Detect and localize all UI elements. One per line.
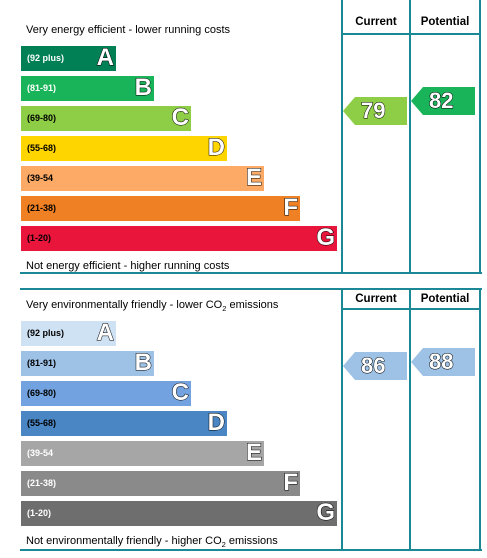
current-column-divider xyxy=(341,0,343,274)
band-range: (39-54 xyxy=(27,173,54,183)
band-f: (21-38) F xyxy=(21,194,300,222)
band-range: (1-20) xyxy=(27,508,52,518)
chart-right-border xyxy=(479,288,481,550)
environmental-impact-chart: Current Potential Very environmentally f… xyxy=(0,288,487,558)
current-rating-arrow: 86 xyxy=(343,352,407,380)
band-range: (81-91) xyxy=(27,83,57,93)
band-letter: F xyxy=(283,469,299,497)
band-letter: D xyxy=(207,409,225,437)
band-b: (81-91) B xyxy=(21,349,154,377)
current-header: Current xyxy=(355,16,397,28)
band-range: (92 plus) xyxy=(27,53,65,63)
band-letter: E xyxy=(245,439,262,467)
band-d: (55-68) D xyxy=(21,409,227,437)
band-g: (1-20) G xyxy=(21,224,337,252)
band-range: (92 plus) xyxy=(27,328,65,338)
band-e: (39-54 E xyxy=(21,164,264,192)
arrow-shape xyxy=(411,348,475,376)
potential-header: Potential xyxy=(420,293,470,305)
band-c: (69-80) C xyxy=(21,379,191,407)
energy-efficiency-chart: Current Potential Very energy efficient … xyxy=(0,0,487,276)
band-range: (1-20) xyxy=(27,233,52,243)
band-d: (55-68) D xyxy=(21,134,227,162)
band-a: (92 plus) A xyxy=(21,319,116,347)
caption-subscript: 2 xyxy=(222,304,227,314)
band-a: (92 plus) A xyxy=(21,44,116,72)
caption-subscript: 2 xyxy=(221,540,226,550)
band-range: (69-80) xyxy=(27,388,57,398)
potential-column-divider xyxy=(409,288,411,550)
current-rating-value: 79 xyxy=(360,98,386,124)
caption-main: Very environmentally friendly - lower CO xyxy=(26,299,223,311)
band-letter: B xyxy=(134,349,152,377)
header-underline xyxy=(341,33,481,35)
band-letter: F xyxy=(283,194,299,222)
band-letter: C xyxy=(171,379,189,407)
band-range: (55-68) xyxy=(27,418,57,428)
current-rating-value: 86 xyxy=(360,353,386,379)
arrow-shape xyxy=(411,87,475,115)
band-range: (69-80) xyxy=(27,113,57,123)
header-underline xyxy=(341,308,481,310)
current-column-divider xyxy=(341,288,343,550)
arrow-shape xyxy=(343,97,407,125)
current-rating-arrow: 79 xyxy=(343,97,407,125)
band-letter: C xyxy=(171,104,189,132)
chart-frame xyxy=(20,288,482,551)
top-caption: Very environmentally friendly - lower CO… xyxy=(26,299,278,313)
band-range: (39-54 xyxy=(27,448,54,458)
potential-column-divider xyxy=(409,0,411,274)
caption-end: emissions xyxy=(225,535,278,547)
bottom-caption: Not energy efficient - higher running co… xyxy=(26,260,230,272)
band-letter: A xyxy=(96,319,114,347)
potential-rating-arrow: 82 xyxy=(411,87,475,115)
bottom-caption: Not environmentally friendly - higher CO… xyxy=(26,535,278,549)
band-b: (81-91) B xyxy=(21,74,154,102)
band-f: (21-38) F xyxy=(21,469,300,497)
potential-header: Potential xyxy=(420,16,470,28)
band-range: (81-91) xyxy=(27,358,57,368)
chart-right-border xyxy=(479,0,481,274)
band-range: (21-38) xyxy=(27,478,57,488)
top-caption: Very energy efficient - lower running co… xyxy=(26,24,231,36)
band-letter: G xyxy=(316,499,336,527)
band-letter: A xyxy=(96,44,114,72)
potential-rating-value: 88 xyxy=(428,349,454,375)
potential-rating-value: 82 xyxy=(428,88,454,114)
band-letter: E xyxy=(245,164,262,192)
band-c: (69-80) C xyxy=(21,104,191,132)
current-header: Current xyxy=(355,293,397,305)
band-letter: D xyxy=(207,134,225,162)
band-g: (1-20) G xyxy=(21,499,337,527)
band-range: (21-38) xyxy=(27,203,57,213)
caption-main: Not environmentally friendly - higher CO xyxy=(26,535,222,547)
chart-frame xyxy=(20,0,482,274)
potential-rating-arrow: 88 xyxy=(411,348,475,376)
band-letter: G xyxy=(316,224,336,252)
band-letter: B xyxy=(134,74,152,102)
band-range: (55-68) xyxy=(27,143,57,153)
band-e: (39-54 E xyxy=(21,439,264,467)
caption-end: emissions xyxy=(226,299,279,311)
arrow-shape xyxy=(343,352,407,380)
